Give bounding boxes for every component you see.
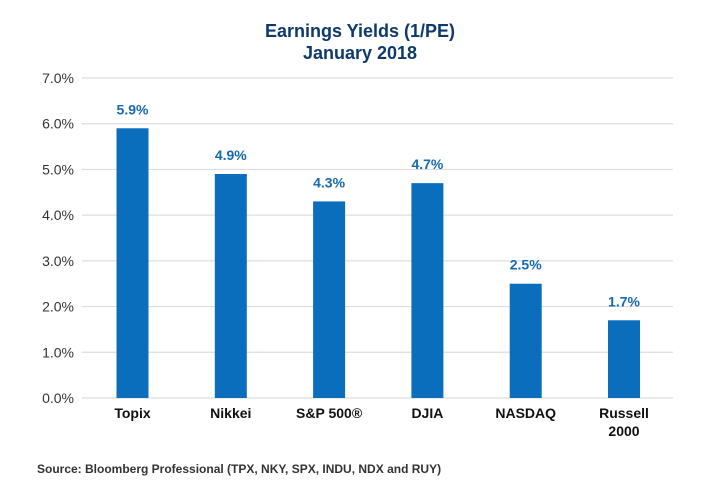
- chart-title: Earnings Yields (1/PE): [264, 21, 456, 41]
- data-label: 5.9%: [117, 101, 149, 117]
- bars: [116, 128, 640, 399]
- y-tick-label: 5.0%: [42, 161, 74, 177]
- chart-subtitle: January 2018: [302, 43, 418, 63]
- y-tick-label: 6.0%: [42, 116, 74, 132]
- source-note: Source: Bloomberg Professional (TPX, NKY…: [37, 462, 442, 476]
- bar: [214, 174, 247, 398]
- y-tick-label: 0.0%: [42, 390, 74, 406]
- data-label: 2.5%: [510, 257, 542, 273]
- y-tick-label: 2.0%: [42, 299, 74, 315]
- x-axis-ticks: Topix Nikkei S&P 500® DJIA NASDAQ Russell 2000: [114, 405, 649, 439]
- y-tick-label: 1.0%: [42, 344, 74, 360]
- bar: [116, 128, 149, 399]
- data-label: 4.3%: [313, 174, 345, 190]
- x-tick-label: DJIA: [411, 405, 443, 421]
- x-tick-label: NASDAQ: [495, 405, 556, 421]
- y-tick-label: 4.0%: [42, 207, 74, 223]
- bar: [509, 283, 542, 398]
- bar: [411, 183, 444, 398]
- x-tick-label: S&P 500®: [296, 405, 363, 421]
- data-labels: 5.9% 4.9% 4.3% 4.7% 2.5% 1.7%: [117, 101, 641, 309]
- y-tick-label: 3.0%: [42, 253, 74, 269]
- data-label: 1.7%: [608, 293, 640, 309]
- bar: [608, 320, 640, 398]
- gridlines: [82, 77, 673, 399]
- x-tick-label: Topix: [114, 405, 151, 421]
- x-tick-label: Nikkei: [210, 405, 251, 421]
- bar: [313, 201, 346, 398]
- y-tick-label: 7.0%: [42, 70, 74, 86]
- data-label: 4.9%: [215, 147, 247, 163]
- y-axis-ticks: 0.0% 1.0% 2.0% 3.0% 4.0% 5.0% 6.0% 7.0%: [42, 70, 74, 406]
- x-tick-label: Russell 2000: [599, 405, 649, 439]
- data-label: 4.7%: [411, 156, 443, 172]
